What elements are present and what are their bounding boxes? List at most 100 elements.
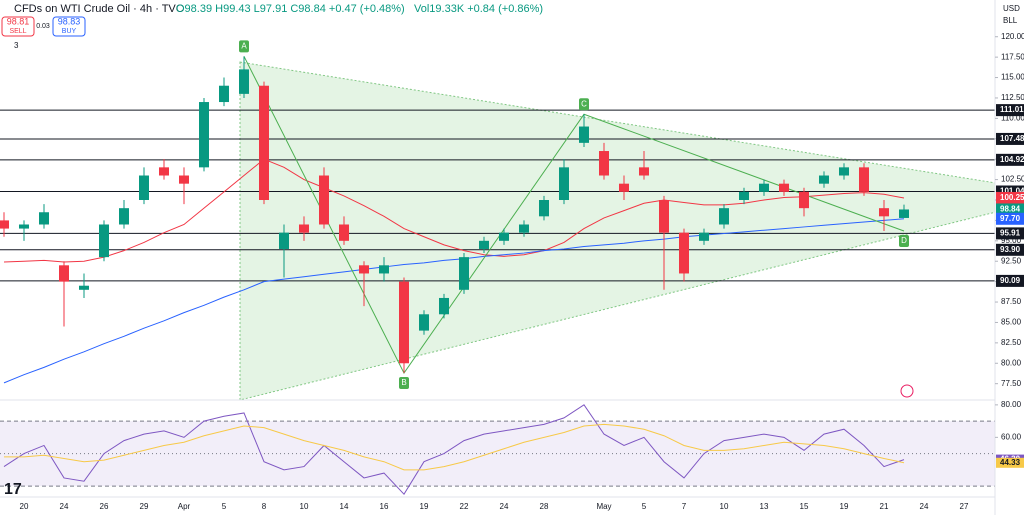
moving-average <box>3 218 905 384</box>
candle-body <box>759 183 769 192</box>
y-tick-label: 92.50 <box>1001 256 1022 265</box>
x-tick-label: 19 <box>840 502 849 511</box>
candle-body <box>779 183 789 192</box>
candle-body <box>219 85 229 103</box>
x-tick-label: 8 <box>262 502 267 511</box>
candle-body <box>699 232 709 241</box>
candle-body <box>799 191 809 209</box>
level-label: 107.48 <box>1000 134 1024 143</box>
rsi-label: 44.33 <box>1000 458 1021 467</box>
level-label: 95.91 <box>1000 228 1021 237</box>
x-tick-label: May <box>596 502 611 511</box>
y-tick-label: 95.00 <box>1001 236 1022 245</box>
spread: 0.03 <box>36 23 50 30</box>
price-label: 98.84 <box>1000 205 1021 214</box>
pivot-badge <box>579 98 589 111</box>
candle-body <box>839 167 849 176</box>
y-tick-label: 85.00 <box>1001 318 1022 327</box>
candle-body <box>819 175 829 184</box>
candle-body <box>19 224 29 229</box>
y-tick-label: 80.00 <box>1001 358 1022 367</box>
candle-body <box>419 314 429 331</box>
price-label: 100.25 <box>1000 193 1024 202</box>
y-tick-label: 87.50 <box>1001 297 1022 306</box>
level-badge <box>996 132 1024 145</box>
candle-body <box>739 191 749 200</box>
lightning-icon[interactable] <box>900 384 914 398</box>
candle-body <box>499 232 509 241</box>
level-label: 104.92 <box>1000 155 1024 164</box>
candle-body <box>239 69 249 94</box>
candle-body <box>579 126 589 143</box>
candle-body <box>439 297 449 315</box>
buy-price[interactable]: 98.83 <box>58 16 81 26</box>
candle-body <box>179 175 189 184</box>
moving-average <box>3 158 905 263</box>
y-tick-label: 110.00 <box>1001 113 1024 122</box>
x-tick-label: 10 <box>720 502 729 511</box>
pivot-badge <box>899 235 909 248</box>
x-tick-label: 10 <box>300 502 309 511</box>
candle-body <box>659 200 669 233</box>
x-tick-label: 13 <box>760 502 769 511</box>
candle-body <box>599 151 609 176</box>
level-label: 93.90 <box>1000 245 1021 254</box>
candle-body <box>559 167 569 200</box>
y-tick-label: 115.00 <box>1001 73 1024 82</box>
pivot-label: A <box>241 41 247 50</box>
candle-body <box>159 167 169 176</box>
candle-body <box>359 265 369 274</box>
indicator-count[interactable]: 3 <box>14 41 19 50</box>
candle-body <box>459 257 469 290</box>
candle-body <box>879 208 889 217</box>
candle-body <box>319 175 329 225</box>
candle-body <box>379 265 389 274</box>
candle-body <box>399 281 409 364</box>
x-tick-label: 21 <box>880 502 889 511</box>
candle-body <box>79 285 89 290</box>
x-tick-label: 14 <box>340 502 349 511</box>
currency: USD <box>1003 4 1020 13</box>
candle-body <box>539 200 549 217</box>
pivot-label: C <box>581 99 587 108</box>
candle-body <box>99 224 109 258</box>
candle-body <box>139 175 149 200</box>
level-badge <box>996 153 1024 166</box>
x-tick-label: 20 <box>20 502 29 511</box>
price-label: 97.70 <box>1000 214 1021 223</box>
candle-body <box>39 212 49 225</box>
y-tick-label: 112.50 <box>1001 93 1024 102</box>
y-tick-label: 82.50 <box>1001 338 1022 347</box>
x-tick-label: 15 <box>800 502 809 511</box>
x-tick-label: 24 <box>60 502 69 511</box>
buy-label[interactable]: BUY <box>62 28 77 35</box>
candle-body <box>259 85 269 200</box>
buy-button[interactable] <box>52 16 86 37</box>
volume: Vol19.33K +0.84 (+0.86%) <box>414 3 543 15</box>
x-tick-label: Apr <box>178 502 191 511</box>
x-tick-label: 5 <box>642 502 647 511</box>
level-badge <box>996 274 1024 287</box>
level-badge <box>996 243 1024 256</box>
y-tick-label: 77.50 <box>1001 379 1022 388</box>
candle-body <box>279 232 289 249</box>
y-tick-label: 80.00 <box>1001 400 1022 409</box>
rsi-badge <box>996 457 1024 468</box>
sell-label[interactable]: SELL <box>9 28 26 35</box>
unit: BLL <box>1003 16 1018 25</box>
sell-button[interactable] <box>1 16 35 37</box>
sell-price[interactable]: 98.81 <box>7 16 30 26</box>
x-tick-label: 29 <box>140 502 149 511</box>
x-tick-label: 24 <box>500 502 509 511</box>
x-tick-label: 26 <box>100 502 109 511</box>
x-tick-label: 19 <box>420 502 429 511</box>
candle-body <box>59 265 69 282</box>
pivot-label: D <box>901 236 907 245</box>
ohlc: O98.39 H99.43 L97.91 C98.84 +0.47 (+0.48… <box>176 3 405 15</box>
rsi-line <box>4 423 905 471</box>
pivot-badge <box>399 377 409 390</box>
candle-body <box>299 224 309 233</box>
x-tick-label: 7 <box>682 502 687 511</box>
